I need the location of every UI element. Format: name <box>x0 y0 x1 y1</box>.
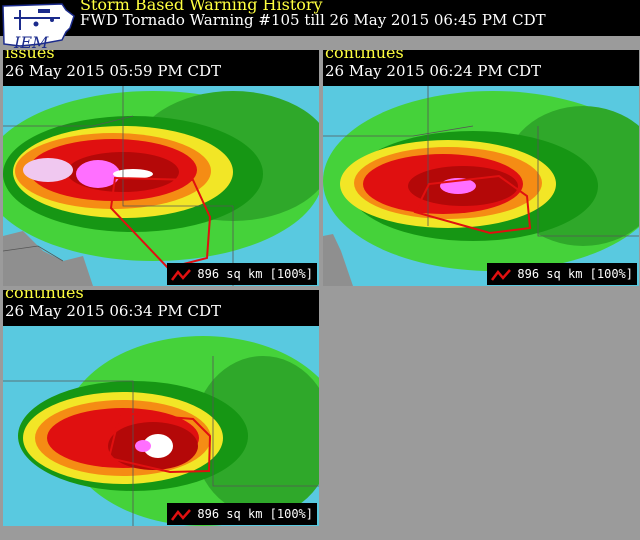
page-header: Storm Based Warning History FWD Tornado … <box>0 0 640 36</box>
warning-subtitle: FWD Tornado Warning #105 till 26 May 201… <box>80 11 546 29</box>
iem-logo-icon: IEM <box>2 3 75 50</box>
radar-image <box>3 326 319 526</box>
area-legend: 896 sq km [100%] <box>167 263 317 285</box>
radar-panel-continues-1: continues 26 May 2015 06:24 PM CDT 896 s… <box>323 50 639 286</box>
panel-header: continues 26 May 2015 06:24 PM CDT <box>323 50 639 86</box>
area-text: 896 sq km [100%] <box>517 267 633 281</box>
panel-timestamp: 26 May 2015 06:34 PM CDT <box>5 302 222 320</box>
panel-timestamp: 26 May 2015 05:59 PM CDT <box>5 62 222 80</box>
radar-image <box>3 86 319 286</box>
warning-status: continues <box>5 290 84 302</box>
svg-text:IEM: IEM <box>13 33 49 50</box>
warning-status: issues <box>5 50 55 62</box>
radar-panel-issues: issues 26 May 2015 05:59 PM CDT 896 sq k… <box>3 50 319 286</box>
polygon-legend-icon <box>491 268 512 281</box>
warning-status: continues <box>325 50 404 62</box>
area-text: 896 sq km [100%] <box>197 507 313 521</box>
panel-timestamp: 26 May 2015 06:24 PM CDT <box>325 62 542 80</box>
panel-header: continues 26 May 2015 06:34 PM CDT <box>3 290 319 326</box>
area-text: 896 sq km [100%] <box>197 267 313 281</box>
radar-image <box>323 86 639 286</box>
page-title: Storm Based Warning History <box>80 0 323 14</box>
area-legend: 896 sq km [100%] <box>167 503 317 525</box>
area-legend: 896 sq km [100%] <box>487 263 637 285</box>
radar-panel-continues-2: continues 26 May 2015 06:34 PM CDT 896 s… <box>3 290 319 526</box>
polygon-legend-icon <box>171 508 192 521</box>
polygon-legend-icon <box>171 268 192 281</box>
panel-header: issues 26 May 2015 05:59 PM CDT <box>3 50 319 86</box>
